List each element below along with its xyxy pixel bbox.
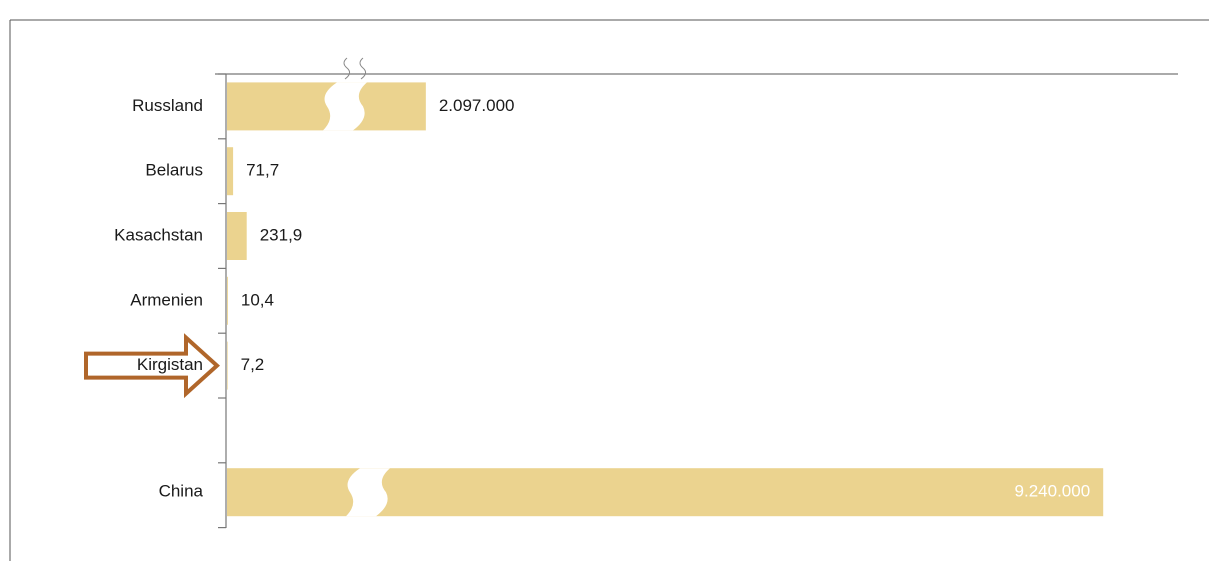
bar [227,341,228,390]
value-label: 7,2 [241,355,265,374]
value-label: 10,4 [241,290,274,309]
value-label: 231,9 [260,225,303,244]
category-label: Russland [132,96,203,115]
axis-break-mark [343,57,367,80]
bar-break [346,468,390,517]
value-label: 71,7 [246,161,279,180]
highlight-arrow [84,333,220,399]
category-label: Belarus [145,161,203,180]
bar-break [323,82,367,131]
category-label: China [159,482,204,501]
category-label: Armenien [130,290,203,309]
bar [227,212,247,260]
bar [227,147,234,196]
value-label: 9.240.000 [1015,482,1091,501]
category-label: Kirgistan [137,355,203,374]
bar [227,82,426,131]
bar [227,276,228,325]
value-label: 2.097.000 [439,96,515,115]
category-label: Kasachstan [114,225,203,244]
